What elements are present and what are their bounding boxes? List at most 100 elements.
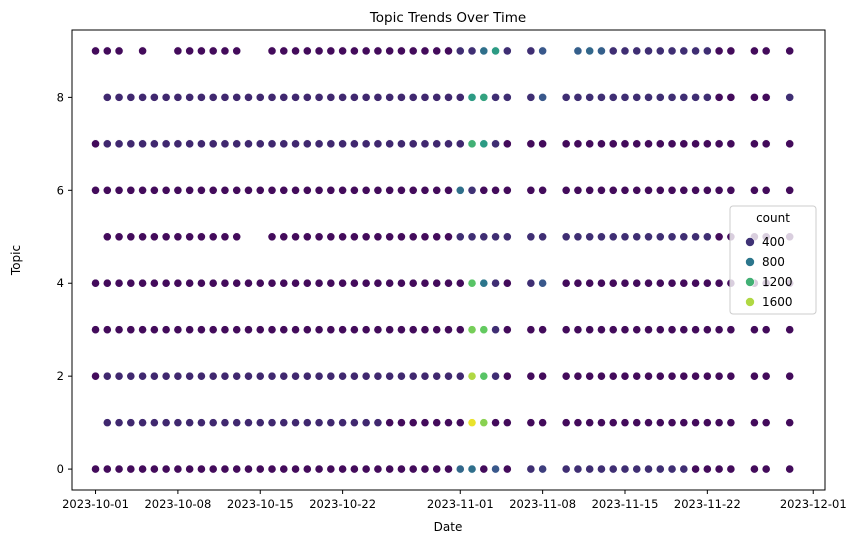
data-point — [138, 46, 147, 56]
data-point — [620, 232, 630, 242]
data-point — [491, 278, 500, 288]
data-point — [632, 418, 642, 428]
data-point — [726, 139, 736, 149]
data-point — [691, 325, 700, 335]
data-point — [702, 232, 712, 242]
data-point — [455, 325, 465, 335]
data-point — [538, 92, 548, 102]
data-point — [455, 278, 465, 288]
data-point — [373, 232, 383, 242]
data-point — [561, 185, 571, 195]
data-point — [444, 232, 453, 242]
data-point — [244, 139, 253, 149]
data-point — [691, 139, 700, 149]
data-point — [502, 92, 512, 102]
data-point — [691, 464, 700, 474]
data-point — [432, 371, 442, 381]
data-point — [232, 371, 242, 381]
data-point — [338, 92, 348, 102]
data-point — [761, 464, 771, 474]
data-point — [361, 46, 371, 56]
data-point — [220, 371, 230, 381]
data-point — [267, 325, 277, 335]
data-point — [620, 418, 630, 428]
data-point — [491, 185, 500, 195]
data-point — [279, 46, 289, 56]
data-point — [349, 185, 359, 195]
data-point — [232, 232, 242, 242]
data-point — [597, 371, 606, 381]
data-point — [644, 139, 653, 149]
data-point — [620, 46, 630, 56]
x-tick-label: 2023-10-22 — [309, 497, 376, 511]
data-point — [267, 232, 277, 242]
data-point — [291, 46, 300, 56]
data-point — [526, 371, 536, 381]
data-point — [702, 418, 712, 428]
data-point — [420, 92, 430, 102]
data-point — [208, 92, 218, 102]
data-point — [467, 46, 477, 56]
data-point — [467, 92, 477, 102]
data-point — [185, 185, 195, 195]
data-point — [397, 232, 406, 242]
data-point — [444, 46, 453, 56]
data-point — [655, 371, 665, 381]
data-point — [785, 139, 795, 149]
data-point — [502, 46, 512, 56]
data-point — [526, 46, 536, 56]
data-point — [208, 464, 218, 474]
y-tick-label: 0 — [57, 462, 64, 476]
data-point — [244, 92, 253, 102]
legend-label: 1600 — [762, 295, 793, 309]
data-point — [326, 325, 336, 335]
data-point — [338, 371, 348, 381]
data-point — [608, 92, 618, 102]
data-point — [102, 46, 112, 56]
data-point — [561, 232, 571, 242]
data-point — [373, 92, 383, 102]
data-point — [561, 278, 571, 288]
data-point — [785, 46, 795, 56]
data-point — [255, 278, 265, 288]
data-point — [373, 139, 383, 149]
data-point — [102, 418, 112, 428]
data-point — [691, 92, 700, 102]
data-point — [585, 278, 595, 288]
data-point — [220, 185, 230, 195]
data-point — [750, 185, 759, 195]
data-point — [785, 325, 795, 335]
data-point — [655, 139, 665, 149]
data-point — [408, 185, 418, 195]
data-point — [197, 418, 206, 428]
data-point — [291, 325, 300, 335]
data-point — [397, 185, 406, 195]
data-point — [255, 464, 265, 474]
data-point — [408, 232, 418, 242]
data-point — [138, 464, 147, 474]
data-point — [314, 418, 324, 428]
data-point — [702, 139, 712, 149]
data-point — [479, 92, 489, 102]
data-point — [632, 464, 642, 474]
data-point — [114, 46, 124, 56]
data-point — [326, 185, 336, 195]
data-point — [420, 464, 430, 474]
data-point — [149, 325, 159, 335]
data-point — [197, 325, 206, 335]
data-point — [197, 464, 206, 474]
data-point — [291, 185, 300, 195]
data-point — [361, 139, 371, 149]
data-point — [585, 464, 595, 474]
data-point — [632, 46, 642, 56]
data-point — [291, 232, 300, 242]
data-point — [597, 418, 606, 428]
data-point — [338, 185, 348, 195]
data-point — [761, 185, 771, 195]
data-point — [702, 371, 712, 381]
data-point — [667, 371, 677, 381]
data-point — [126, 418, 136, 428]
data-point — [620, 325, 630, 335]
data-point — [444, 371, 453, 381]
data-point — [302, 185, 312, 195]
